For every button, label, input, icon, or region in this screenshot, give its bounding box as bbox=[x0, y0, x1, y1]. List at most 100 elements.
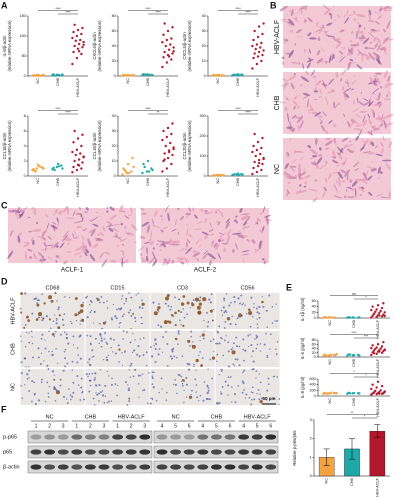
tissue-stroke bbox=[71, 260, 74, 262]
cell bbox=[37, 399, 40, 402]
cell bbox=[227, 350, 230, 353]
cell bbox=[141, 307, 144, 310]
tissue-stroke bbox=[362, 151, 372, 154]
cell bbox=[56, 362, 59, 365]
tissue-stroke bbox=[351, 79, 357, 86]
y-tick-label: 8 bbox=[24, 114, 26, 118]
tissue-stroke bbox=[89, 253, 96, 262]
band bbox=[57, 434, 69, 440]
cell bbox=[257, 306, 259, 308]
cell bbox=[181, 382, 184, 385]
tissue-stroke bbox=[353, 161, 360, 168]
tissue-stroke bbox=[290, 29, 293, 33]
data-point bbox=[214, 174, 217, 177]
data-point bbox=[53, 168, 56, 172]
band bbox=[30, 464, 42, 470]
cell bbox=[24, 384, 26, 386]
data-point bbox=[382, 302, 385, 305]
cell bbox=[238, 364, 241, 367]
tissue-stroke bbox=[296, 115, 304, 124]
data-point bbox=[370, 346, 373, 350]
cell bbox=[37, 312, 43, 317]
tissue-stroke bbox=[359, 30, 364, 34]
x-tick-label: HBV-ACLF bbox=[256, 77, 260, 96]
tissue-stroke bbox=[285, 20, 292, 27]
tissue-stroke bbox=[241, 254, 244, 257]
tissue-stroke bbox=[334, 184, 339, 194]
data-point bbox=[379, 389, 382, 392]
cell bbox=[122, 330, 125, 332]
data-point bbox=[163, 152, 166, 155]
data-point bbox=[164, 44, 167, 48]
cell bbox=[93, 378, 96, 381]
cell bbox=[120, 298, 123, 300]
data-point bbox=[166, 126, 170, 130]
data-point bbox=[382, 392, 385, 395]
data-point bbox=[82, 43, 85, 47]
tissue-stroke bbox=[322, 4, 330, 11]
tissue-stroke bbox=[242, 221, 248, 226]
tissue-stroke bbox=[28, 256, 33, 259]
cell bbox=[238, 313, 243, 318]
data-point bbox=[171, 26, 174, 29]
data-point bbox=[124, 170, 127, 173]
tissue-stroke bbox=[299, 120, 304, 129]
tissue-stroke bbox=[283, 172, 290, 180]
cell bbox=[191, 344, 196, 349]
tissue-stroke bbox=[45, 214, 49, 218]
cell bbox=[258, 398, 261, 401]
cell bbox=[92, 322, 95, 324]
data-point bbox=[73, 23, 76, 26]
cell bbox=[189, 345, 191, 347]
tissue-stroke bbox=[371, 87, 380, 94]
cell bbox=[209, 358, 211, 361]
cell bbox=[234, 358, 237, 361]
cell bbox=[118, 361, 120, 363]
tissue-stroke bbox=[335, 72, 339, 78]
cell bbox=[98, 400, 100, 402]
tissue-stroke bbox=[367, 113, 370, 119]
tissue-stroke bbox=[351, 180, 358, 187]
tissue-stroke bbox=[205, 234, 209, 238]
cell bbox=[218, 325, 221, 328]
data-point bbox=[358, 354, 361, 357]
ihc-image bbox=[19, 292, 85, 330]
cell bbox=[250, 296, 253, 299]
tissue-stroke bbox=[342, 144, 348, 150]
cell bbox=[152, 301, 155, 304]
cell bbox=[106, 401, 109, 404]
tissue-stroke bbox=[388, 6, 393, 10]
tissue-stroke bbox=[288, 49, 294, 58]
data-point bbox=[80, 144, 83, 148]
cell bbox=[100, 295, 103, 298]
tissue-stroke bbox=[362, 98, 370, 102]
band bbox=[71, 449, 83, 455]
cell bbox=[129, 376, 131, 378]
cell bbox=[177, 343, 179, 345]
y-tick-label: 100 bbox=[19, 34, 25, 38]
data-point bbox=[383, 314, 386, 318]
band bbox=[71, 464, 83, 470]
cell bbox=[164, 302, 167, 305]
cell bbox=[252, 368, 255, 371]
cell bbox=[217, 331, 220, 334]
cell bbox=[89, 335, 92, 338]
cell bbox=[202, 399, 205, 402]
tissue-stroke bbox=[325, 96, 329, 106]
cell bbox=[206, 384, 209, 387]
band bbox=[112, 434, 124, 440]
cell bbox=[21, 397, 24, 399]
cell bbox=[81, 386, 83, 388]
tissue-stroke bbox=[306, 58, 314, 63]
tissue-stroke bbox=[324, 130, 328, 133]
tissue-stroke bbox=[23, 241, 30, 244]
tissue-stroke bbox=[319, 88, 322, 95]
cell bbox=[23, 357, 26, 360]
cell bbox=[255, 370, 258, 373]
cell bbox=[177, 373, 180, 376]
cell bbox=[96, 298, 100, 302]
tissue-stroke bbox=[226, 234, 231, 245]
cell bbox=[207, 387, 210, 389]
band bbox=[30, 449, 42, 455]
cell bbox=[205, 311, 208, 314]
